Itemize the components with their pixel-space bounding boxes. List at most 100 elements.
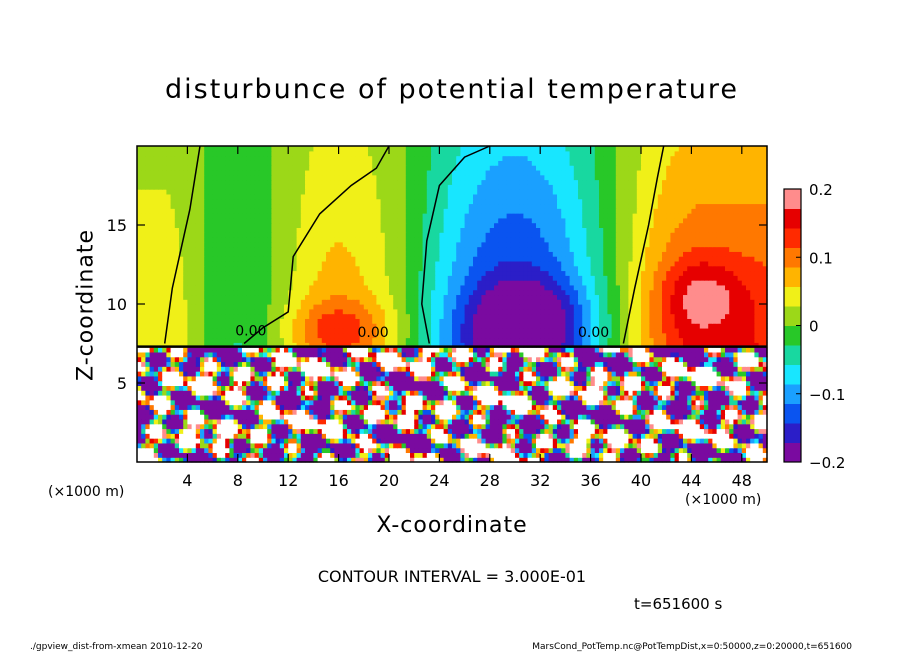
heatmap-cell: [267, 337, 272, 343]
heatmap-cell: [674, 366, 680, 372]
heatmap-cell: [279, 342, 285, 348]
heatmap-cell: [615, 442, 621, 449]
heatmap-cell: [183, 313, 188, 319]
heatmap-cell: [166, 442, 172, 449]
heatmap-cell: [158, 380, 163, 386]
heatmap-cell: [300, 394, 306, 401]
heatmap-cell: [347, 375, 352, 382]
heatmap-cell: [149, 342, 155, 348]
heatmap-cell: [410, 452, 415, 458]
heatmap-cell: [729, 371, 734, 377]
heatmap-cell: [615, 351, 621, 358]
heatmap-cell: [431, 433, 436, 439]
heatmap-cell: [342, 428, 348, 434]
heatmap-cell: [418, 323, 424, 329]
heatmap-cell: [233, 447, 239, 454]
heatmap-cell: [330, 418, 335, 425]
heatmap-cell: [204, 452, 209, 458]
heatmap-cell: [615, 371, 621, 377]
heatmap-cell: [666, 452, 671, 458]
heatmap-cell: [498, 327, 503, 334]
heatmap-cell: [540, 423, 545, 430]
heatmap-cell: [443, 342, 449, 348]
heatmap-cell: [137, 390, 142, 396]
heatmap-cell: [666, 313, 671, 319]
heatmap-cell: [389, 342, 394, 348]
heatmap-cell: [422, 327, 428, 334]
heatmap-cell: [523, 438, 529, 444]
heatmap-cell: [691, 356, 697, 363]
heatmap-cell: [393, 375, 398, 382]
heatmap-cell: [741, 394, 747, 401]
heatmap-cell: [271, 323, 277, 329]
heatmap-cell: [170, 404, 176, 410]
heatmap-cell: [729, 404, 734, 410]
heatmap-cell: [225, 404, 230, 410]
heatmap-cell: [284, 347, 289, 353]
heatmap-cell: [586, 327, 592, 334]
heatmap-cell: [523, 342, 529, 348]
heatmap-cell: [540, 366, 545, 372]
heatmap-cell: [510, 361, 516, 367]
heatmap-cell: [628, 371, 634, 377]
heatmap-cell: [536, 337, 541, 343]
heatmap-cell: [221, 318, 226, 324]
heatmap-cell: [485, 418, 491, 425]
heatmap-cell: [531, 394, 537, 401]
heatmap-cell: [620, 342, 625, 348]
heatmap-cell: [137, 371, 142, 377]
heatmap-cell: [338, 385, 344, 391]
heatmap-cell: [443, 361, 449, 367]
heatmap-cell: [271, 399, 277, 406]
heatmap-cell: [485, 409, 491, 415]
heatmap-cell: [645, 371, 650, 377]
heatmap-cell: [662, 438, 667, 444]
heatmap-cell: [498, 337, 503, 343]
heatmap-cell: [607, 452, 613, 458]
heatmap-cell: [195, 433, 201, 439]
heatmap-cell: [233, 409, 239, 415]
heatmap-cell: [447, 304, 453, 310]
heatmap-cell: [435, 356, 440, 363]
heatmap-cell: [729, 375, 734, 382]
heatmap-cell: [586, 399, 592, 406]
heatmap-cell: [636, 361, 642, 367]
heatmap-cell: [611, 442, 617, 449]
heatmap-cell: [183, 442, 188, 449]
heatmap-cell: [620, 356, 625, 363]
heatmap-cell: [263, 332, 268, 339]
heatmap-cell: [502, 380, 508, 386]
heatmap-cell: [489, 323, 495, 329]
heatmap-cell: [607, 394, 613, 401]
heatmap-cell: [351, 433, 356, 439]
heatmap-cell: [464, 313, 470, 319]
heatmap-cell: [183, 327, 188, 334]
heatmap-cell: [296, 356, 302, 363]
heatmap-cell: [183, 332, 188, 339]
heatmap-cell: [464, 399, 470, 406]
heatmap-cell: [531, 332, 537, 339]
heatmap-cell: [473, 390, 478, 396]
heatmap-cell: [288, 304, 293, 310]
heatmap-cell: [338, 337, 344, 343]
heatmap-cell: [422, 433, 428, 439]
heatmap-cell: [737, 318, 743, 324]
heatmap-cell: [683, 327, 688, 334]
heatmap-cell: [502, 385, 508, 391]
heatmap-cell: [754, 375, 760, 382]
heatmap-cell: [443, 447, 449, 454]
heatmap-cell: [326, 447, 331, 454]
heatmap-cell: [611, 394, 617, 401]
heatmap-cell: [683, 323, 688, 329]
heatmap-cell: [708, 337, 713, 343]
heatmap-cell: [368, 438, 373, 444]
heatmap-cell: [720, 304, 726, 310]
heatmap-cell: [166, 428, 172, 434]
heatmap-cell: [460, 409, 466, 415]
heatmap-cell: [632, 304, 638, 310]
heatmap-cell: [502, 390, 508, 396]
heatmap-cell: [762, 414, 768, 420]
heatmap-cell: [359, 308, 365, 315]
heatmap-cell: [620, 399, 625, 406]
heatmap-cell: [729, 356, 734, 363]
